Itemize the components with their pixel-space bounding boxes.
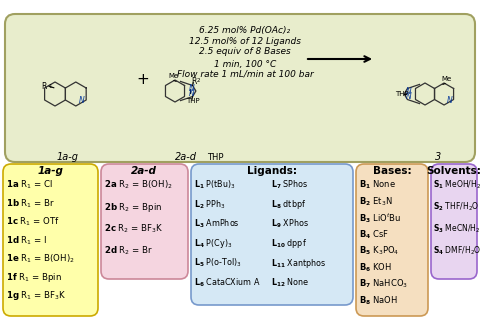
Text: Me: Me	[441, 76, 451, 82]
Text: N: N	[79, 96, 84, 105]
Text: $\mathbf{1a}$ R$_1$ = Cl: $\mathbf{1a}$ R$_1$ = Cl	[6, 179, 53, 191]
Text: $\mathbf{L_8}$ dtbpf: $\mathbf{L_8}$ dtbpf	[271, 198, 306, 211]
Text: $\mathbf{1e}$ R$_1$ = B(OH)$_2$: $\mathbf{1e}$ R$_1$ = B(OH)$_2$	[6, 253, 75, 265]
Text: $\mathbf{L_9}$ XPhos: $\mathbf{L_9}$ XPhos	[271, 218, 309, 230]
Text: Ligands:: Ligands:	[247, 166, 297, 176]
Text: $\mathbf{S_1}$ MeOH/H$_2$O 9:1: $\mathbf{S_1}$ MeOH/H$_2$O 9:1	[433, 179, 480, 191]
Text: 2a-d: 2a-d	[175, 152, 197, 162]
Text: $\mathbf{B_5}$ K$_3$PO$_4$: $\mathbf{B_5}$ K$_3$PO$_4$	[359, 245, 399, 257]
Text: 1a-g: 1a-g	[37, 166, 63, 176]
Text: N: N	[189, 89, 194, 98]
Text: 1 min, 100 °C: 1 min, 100 °C	[214, 60, 276, 69]
FancyBboxPatch shape	[3, 164, 98, 316]
Text: $\mathbf{B_2}$ Et$_3$N: $\mathbf{B_2}$ Et$_3$N	[359, 195, 393, 208]
Text: $\mathbf{L_3}$ AmPhos: $\mathbf{L_3}$ AmPhos	[194, 218, 240, 230]
Text: $\mathbf{1c}$ R$_1$ = OTf: $\mathbf{1c}$ R$_1$ = OTf	[6, 216, 60, 228]
Text: $\mathbf{B_6}$ KOH: $\mathbf{B_6}$ KOH	[359, 261, 392, 274]
FancyBboxPatch shape	[5, 14, 475, 162]
Text: $\mathbf{B_3}$ LiO$^t$Bu: $\mathbf{B_3}$ LiO$^t$Bu	[359, 211, 401, 225]
Text: $\mathbf{B_8}$ NaOH: $\mathbf{B_8}$ NaOH	[359, 294, 398, 307]
Text: $\mathbf{L_7}$ SPhos: $\mathbf{L_7}$ SPhos	[271, 179, 309, 191]
FancyBboxPatch shape	[191, 164, 353, 305]
Text: 6.25 mol% Pd(OAc)₂: 6.25 mol% Pd(OAc)₂	[199, 26, 290, 35]
Text: $\mathbf{1d}$ R$_1$ = I: $\mathbf{1d}$ R$_1$ = I	[6, 234, 48, 247]
FancyBboxPatch shape	[431, 164, 477, 279]
Text: Flow rate 1 mL/min at 100 bar: Flow rate 1 mL/min at 100 bar	[177, 70, 313, 78]
Text: Solvents:: Solvents:	[427, 166, 480, 176]
Text: $\mathbf{L_{11}}$ Xantphos: $\mathbf{L_{11}}$ Xantphos	[271, 256, 326, 270]
Text: $\mathbf{B_7}$ NaHCO$_3$: $\mathbf{B_7}$ NaHCO$_3$	[359, 278, 408, 290]
Text: $\mathbf{2b}$ R$_2$ = Bpin: $\mathbf{2b}$ R$_2$ = Bpin	[104, 201, 162, 213]
Text: $\mathbf{L_1}$ P(tBu)$_3$: $\mathbf{L_1}$ P(tBu)$_3$	[194, 179, 236, 191]
Text: Me: Me	[169, 73, 179, 79]
Text: $\mathbf{L_{10}}$ dppf: $\mathbf{L_{10}}$ dppf	[271, 237, 307, 250]
Text: THP: THP	[395, 91, 408, 97]
Text: $\mathbf{B_4}$ CsF: $\mathbf{B_4}$ CsF	[359, 228, 389, 241]
Text: 2: 2	[197, 78, 201, 83]
Text: 12.5 mol% of 12 Ligands: 12.5 mol% of 12 Ligands	[189, 36, 301, 46]
Text: $\mathbf{L_6}$ CataCXium A: $\mathbf{L_6}$ CataCXium A	[194, 276, 261, 289]
Text: +: +	[137, 71, 149, 86]
Text: 1: 1	[48, 84, 51, 89]
Text: THP: THP	[207, 152, 223, 161]
Text: 3: 3	[435, 152, 441, 162]
Text: THP: THP	[186, 98, 199, 104]
Text: $\mathbf{B_1}$ None: $\mathbf{B_1}$ None	[359, 179, 396, 191]
FancyBboxPatch shape	[356, 164, 428, 316]
FancyBboxPatch shape	[101, 164, 188, 279]
Text: R: R	[192, 77, 197, 86]
Text: R: R	[41, 82, 47, 91]
Text: Bases:: Bases:	[372, 166, 411, 176]
Text: $\mathbf{1f}$ R$_1$ = Bpin: $\mathbf{1f}$ R$_1$ = Bpin	[6, 271, 62, 284]
Text: $\mathbf{S_4}$ DMF/H$_2$O 9:1: $\mathbf{S_4}$ DMF/H$_2$O 9:1	[433, 245, 480, 257]
Text: $\mathbf{1b}$ R$_1$ = Br: $\mathbf{1b}$ R$_1$ = Br	[6, 197, 55, 210]
Text: 2.5 equiv of 8 Bases: 2.5 equiv of 8 Bases	[199, 47, 291, 56]
Text: $\mathbf{L_4}$ P(Cy)$_3$: $\mathbf{L_4}$ P(Cy)$_3$	[194, 237, 232, 250]
Text: $\mathbf{2a}$ R$_2$ = B(OH)$_2$: $\mathbf{2a}$ R$_2$ = B(OH)$_2$	[104, 179, 173, 191]
Text: $\mathbf{L_2}$ PPh$_3$: $\mathbf{L_2}$ PPh$_3$	[194, 198, 226, 211]
Text: $\mathbf{S_2}$ THF/H$_2$O 9:1: $\mathbf{S_2}$ THF/H$_2$O 9:1	[433, 201, 480, 213]
Text: $\mathbf{L_{12}}$ None: $\mathbf{L_{12}}$ None	[271, 276, 310, 289]
Text: 1a-g: 1a-g	[57, 152, 79, 162]
Text: N: N	[406, 92, 411, 101]
Text: N: N	[189, 84, 194, 93]
Text: N: N	[406, 87, 411, 96]
Text: $\mathbf{1g}$ R$_1$ = BF$_3$K: $\mathbf{1g}$ R$_1$ = BF$_3$K	[6, 290, 67, 302]
Text: $\mathbf{L_5}$ P(o-Tol)$_3$: $\mathbf{L_5}$ P(o-Tol)$_3$	[194, 257, 242, 269]
Text: N: N	[447, 96, 453, 105]
Text: $\mathbf{2c}$ R$_2$ = BF$_3$K: $\mathbf{2c}$ R$_2$ = BF$_3$K	[104, 223, 164, 235]
Text: 2a-d: 2a-d	[131, 166, 157, 176]
Text: $\mathbf{2d}$ R$_2$ = Br: $\mathbf{2d}$ R$_2$ = Br	[104, 245, 153, 257]
Text: $\mathbf{S_3}$ MeCN/H$_2$O 9:1: $\mathbf{S_3}$ MeCN/H$_2$O 9:1	[433, 223, 480, 235]
